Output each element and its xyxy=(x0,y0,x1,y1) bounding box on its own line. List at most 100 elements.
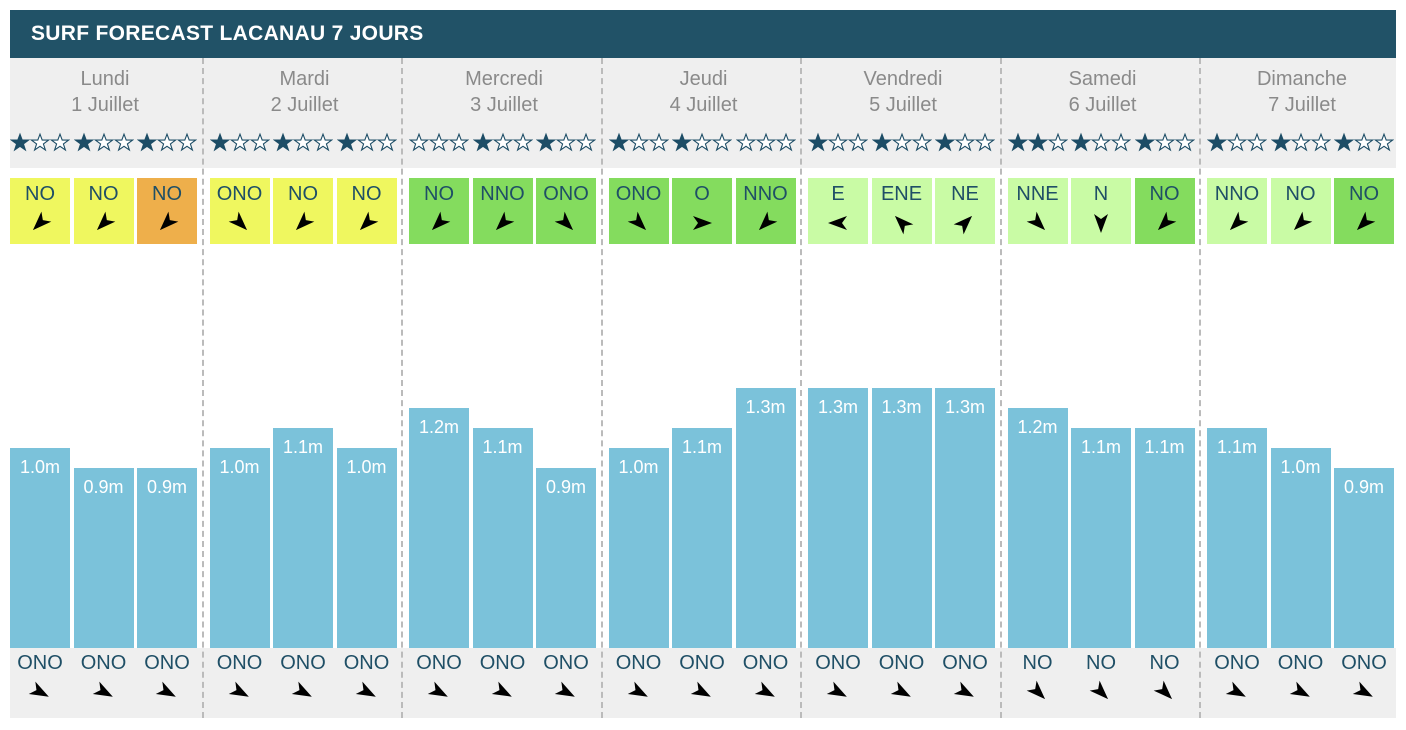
arrow-down-left-icon xyxy=(758,211,777,231)
swell-arrow xyxy=(890,680,914,704)
arrow-down-right-icon xyxy=(427,681,448,697)
day-separator xyxy=(201,58,204,718)
star-empty-icon xyxy=(156,132,178,152)
star-empty-icon xyxy=(292,132,314,152)
arrow-down-left-icon xyxy=(1157,211,1176,231)
star-empty-icon xyxy=(1174,132,1195,152)
wave-height-label: 1.1m xyxy=(1144,437,1185,457)
day-separator xyxy=(600,58,603,718)
star-empty-icon xyxy=(1154,132,1175,152)
wave-bar: 0.9m xyxy=(73,468,134,648)
star-empty-icon xyxy=(428,132,450,152)
star-rating xyxy=(1134,131,1195,155)
wind-cell: ONO xyxy=(536,178,596,244)
star-filled-icon xyxy=(672,132,693,152)
star-rating xyxy=(871,131,932,155)
star-empty-icon xyxy=(775,132,796,152)
swell-direction: NO xyxy=(1022,652,1053,674)
wind-arrow xyxy=(155,211,179,235)
swell-arrow xyxy=(1026,680,1050,704)
wind-direction: NO xyxy=(88,183,119,205)
wave-bar: 1.0m xyxy=(608,448,669,648)
star-filled-icon xyxy=(137,132,158,152)
wind-direction: ONO xyxy=(615,183,662,205)
wind-direction: N xyxy=(1093,183,1109,205)
arrow-down-right-icon xyxy=(355,681,376,697)
wave-height-label: 0.9m xyxy=(545,477,587,497)
wind-arrow xyxy=(1352,211,1376,235)
swell-direction: NO xyxy=(1149,652,1180,674)
wind-cell: NNE xyxy=(1007,178,1068,244)
wind-direction: NO xyxy=(25,183,55,205)
star-empty-icon xyxy=(648,132,669,152)
star-rating xyxy=(1334,131,1394,155)
wave-bar: 1.1m xyxy=(1071,428,1131,648)
star-rating xyxy=(472,131,533,155)
day-name: Jeudi xyxy=(679,68,728,90)
wave-bar: 1.0m xyxy=(209,448,270,648)
star-filled-icon xyxy=(1007,132,1028,152)
star-filled-icon xyxy=(1071,132,1092,152)
wind-arrow xyxy=(1026,211,1050,235)
wave-height-label: 0.9m xyxy=(1343,477,1385,497)
wind-arrow xyxy=(1089,211,1113,235)
arrow-down-right-icon xyxy=(754,681,775,697)
star-filled-icon xyxy=(273,132,294,152)
swell-direction: NO xyxy=(1086,652,1116,674)
star-empty-icon xyxy=(847,132,868,152)
wave-height-label: 1.3m xyxy=(881,397,922,417)
arrow-down-right-icon xyxy=(1153,680,1172,700)
star-filled-icon xyxy=(536,132,557,152)
wind-direction: E xyxy=(831,183,845,205)
star-empty-icon xyxy=(711,132,732,152)
swell-arrow xyxy=(491,680,515,704)
day-name: Samedi xyxy=(1068,68,1137,90)
star-empty-icon xyxy=(691,132,713,152)
wave-bar: 1.1m xyxy=(1134,428,1195,648)
star-empty-icon xyxy=(376,132,397,152)
star-rating xyxy=(73,131,134,155)
star-rating xyxy=(273,131,333,155)
swell-direction: ONO xyxy=(343,652,390,674)
wind-arrow xyxy=(953,211,977,235)
wave-height-label: 1.1m xyxy=(282,437,324,457)
wave-height-label: 1.3m xyxy=(745,397,786,417)
star-rating xyxy=(336,131,397,155)
star-filled-icon xyxy=(1134,132,1155,152)
arrow-down-right-icon xyxy=(953,681,974,697)
wave-bar: 1.2m xyxy=(409,408,469,648)
wave-bar: 1.3m xyxy=(935,388,995,648)
star-empty-icon xyxy=(555,132,577,152)
day-date: 2 Juillet xyxy=(270,94,339,116)
swell-direction: ONO xyxy=(144,652,190,674)
wind-cell: NO xyxy=(10,178,70,244)
star-filled-icon xyxy=(209,132,230,152)
star-filled-icon xyxy=(472,132,493,152)
wave-bar: 1.1m xyxy=(1207,428,1267,648)
wind-direction: NO xyxy=(1285,183,1316,205)
star-empty-icon xyxy=(911,132,932,152)
swell-direction: ONO xyxy=(479,652,526,674)
day-date: 6 Juillet xyxy=(1068,94,1137,116)
wind-cell: ENE xyxy=(871,178,932,244)
star-rating xyxy=(735,131,796,155)
page-title: SURF FORECAST LACANAU 7 JOURS xyxy=(31,22,424,45)
star-empty-icon xyxy=(113,132,134,152)
day-date: 3 Juillet xyxy=(470,94,538,116)
wave-bar: 1.1m xyxy=(273,428,333,648)
wind-cell: NNO xyxy=(472,178,533,244)
swell-arrow xyxy=(1089,680,1113,704)
star-empty-icon xyxy=(1226,132,1248,152)
wave-height-label: 0.9m xyxy=(146,477,188,497)
swell-direction: ONO xyxy=(878,652,925,674)
swell-arrow xyxy=(754,680,778,704)
arrow-down-left-icon xyxy=(1293,211,1312,231)
star-rating xyxy=(1270,131,1331,155)
wave-height-label: 1.0m xyxy=(219,457,260,477)
wave-height-label: 1.0m xyxy=(1280,457,1321,477)
wave-bar: 1.0m xyxy=(1270,448,1331,648)
star-filled-icon xyxy=(608,132,629,152)
star-filled-icon xyxy=(1270,132,1291,152)
day-date: 7 Juillet xyxy=(1268,94,1336,116)
swell-direction: ONO xyxy=(742,652,789,674)
